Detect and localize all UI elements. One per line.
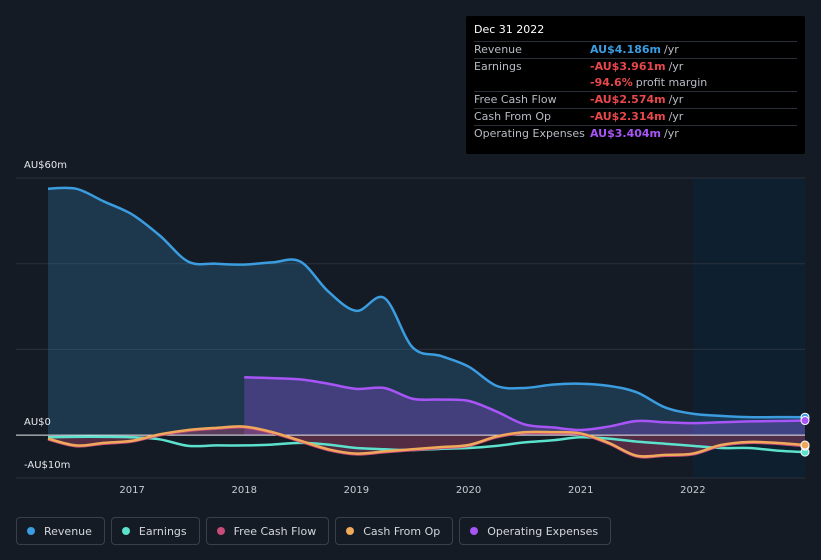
x-tick-label: 2019 — [343, 485, 370, 496]
legend-dot-icon — [346, 527, 355, 535]
legend-item-earnings[interactable]: Earnings — [110, 517, 200, 545]
tooltip-row-value: -AU$2.314m — [590, 110, 666, 123]
end-marker-operating-expenses — [800, 416, 810, 426]
forecast-region — [692, 178, 805, 478]
tooltip-date: Dec 31 2022 — [474, 23, 545, 36]
legend: Revenue Earnings Free Cash Flow Cash From O… — [16, 517, 612, 545]
tooltip-row-unit: profit margin — [635, 76, 708, 89]
tooltip-row: -94.6% profit margin — [474, 75, 797, 91]
tooltip-row-label: Earnings — [474, 60, 522, 73]
y-axis-bottom-label: -AU$10m — [24, 460, 71, 471]
line-cash-from-op — [47, 425, 806, 458]
legend-dot-icon — [27, 527, 35, 535]
legend-item-free-cash-flow[interactable]: Free Cash Flow — [205, 517, 330, 545]
tooltip-row: Operating Expenses AU$3.404m/yr — [474, 125, 797, 142]
tooltip-row-unit: /yr — [668, 93, 684, 106]
y-axis-top-label: AU$60m — [24, 160, 67, 171]
tooltip-row-label — [474, 75, 590, 91]
tooltip-row: Earnings -AU$3.961m/yr — [474, 58, 797, 75]
legend-label: Cash From Op — [363, 524, 441, 538]
tooltip-row-unit: /yr — [668, 110, 684, 123]
legend-label: Operating Expenses — [487, 524, 599, 538]
x-tick-label: 2021 — [567, 485, 594, 496]
line-revenue — [47, 186, 806, 419]
tooltip-row-label: Cash From Op — [474, 110, 552, 123]
x-tick-label: 2018 — [231, 485, 257, 496]
area-operating-expenses — [244, 377, 805, 436]
tooltip-row-label: Revenue — [474, 43, 522, 56]
tooltip-row-value: AU$3.404m — [590, 127, 662, 140]
tooltip-row-value: AU$4.186m — [590, 43, 662, 56]
legend-label: Free Cash Flow — [233, 524, 317, 538]
tooltip-row-unit: /yr — [664, 127, 679, 140]
tooltip-row-unit: /yr — [664, 43, 679, 56]
tooltip-row-label: Operating Expenses — [474, 127, 585, 140]
tooltip-panel: Dec 31 2022 Revenue AU$4.186m/yr Earnings -… — [466, 16, 805, 154]
legend-label: Revenue — [44, 524, 92, 538]
legend-dot-icon — [216, 527, 225, 535]
tooltip-row-value: -AU$3.961m — [590, 60, 666, 73]
y-axis-zero-label: AU$0 — [24, 417, 51, 428]
tooltip-row: Free Cash Flow -AU$2.574m/yr — [474, 91, 797, 108]
x-tick-label: 2020 — [455, 485, 482, 496]
tooltip-row: Cash From Op -AU$2.314m/yr — [474, 108, 797, 125]
area-revenue — [48, 187, 805, 436]
legend-label: Earnings — [138, 524, 187, 538]
legend-item-cash-from-op[interactable]: Cash From Op — [335, 517, 454, 545]
legend-item-revenue[interactable]: Revenue — [16, 517, 105, 545]
tooltip-row-value: -94.6% — [590, 76, 633, 89]
tooltip-row-unit: /yr — [668, 60, 684, 73]
legend-dot-icon — [121, 527, 130, 535]
x-tick-label: 2017 — [119, 485, 145, 496]
tooltip-row: Revenue AU$4.186m/yr — [474, 41, 797, 58]
legend-dot-icon — [470, 527, 479, 535]
tooltip-row-value: -AU$2.574m — [590, 93, 666, 106]
chart-svg — [16, 177, 810, 479]
tooltip-row-label: Free Cash Flow — [474, 93, 557, 106]
x-tick-label: 2022 — [680, 485, 706, 496]
legend-item-operating-expenses[interactable]: Operating Expenses — [459, 517, 612, 545]
line-operating-expenses — [244, 376, 806, 432]
end-marker-cash-from-op — [800, 440, 810, 450]
